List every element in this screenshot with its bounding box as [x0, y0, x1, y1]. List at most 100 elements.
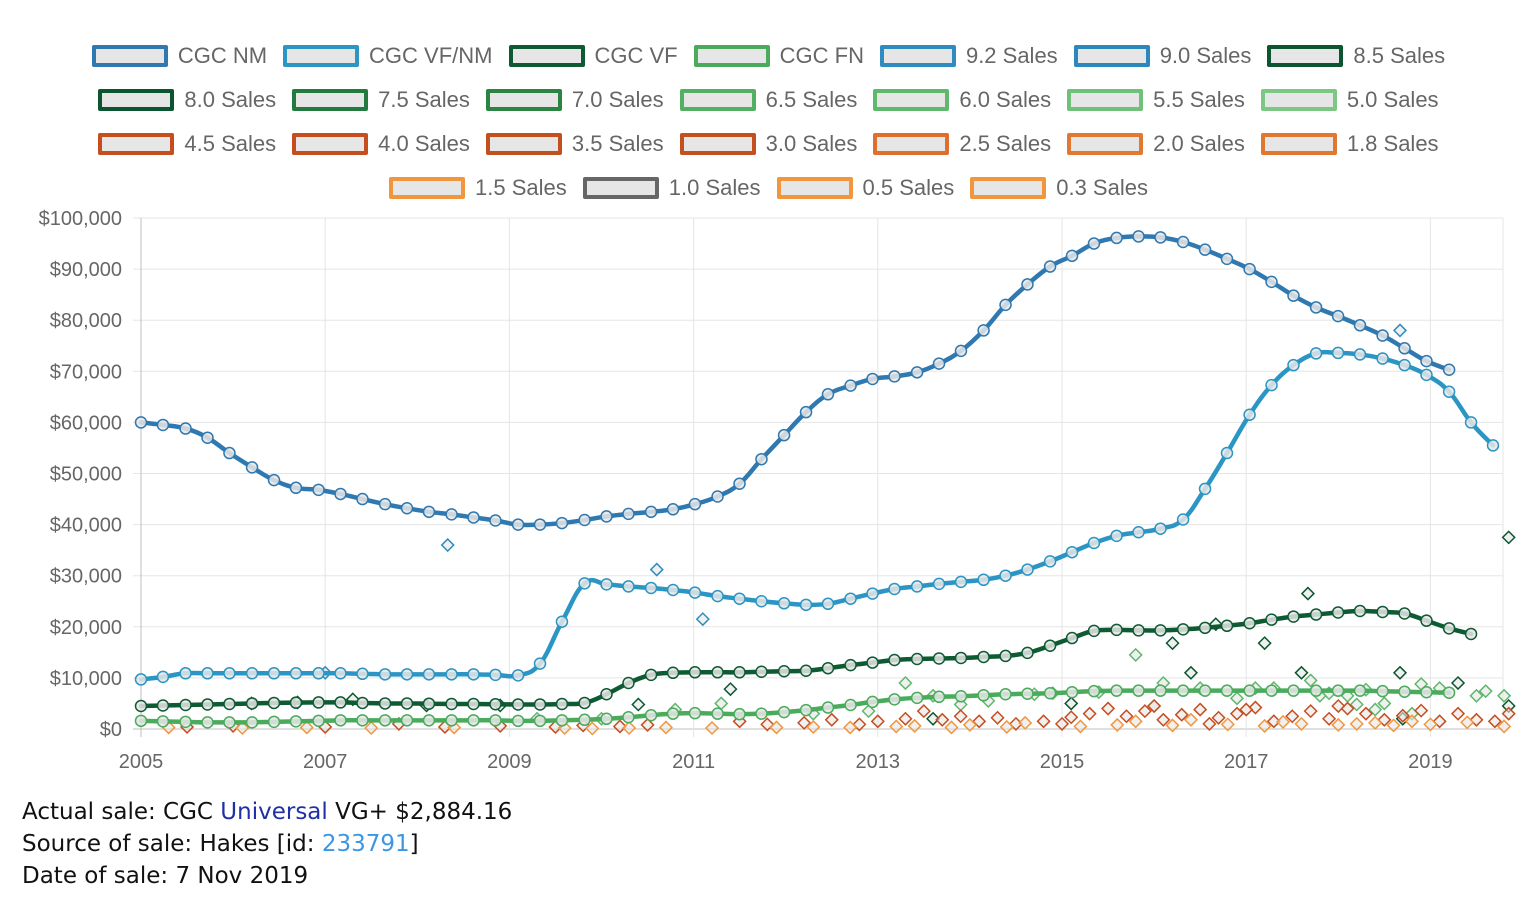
trend-point[interactable]	[334, 714, 347, 727]
trend-point[interactable]	[1464, 416, 1478, 429]
sale-point[interactable]	[1368, 702, 1383, 717]
sale-point[interactable]	[1193, 702, 1208, 717]
trend-point[interactable]	[356, 696, 369, 710]
sale-point[interactable]	[1377, 696, 1392, 711]
trend-point[interactable]	[467, 511, 480, 524]
trend-point[interactable]	[1243, 684, 1256, 697]
trend-point[interactable]	[1309, 684, 1323, 697]
sale-point[interactable]	[1392, 323, 1408, 338]
trend-point[interactable]	[1442, 385, 1456, 398]
sale-point[interactable]	[1165, 718, 1180, 733]
trend-point[interactable]	[844, 379, 857, 392]
trend-point[interactable]	[1486, 439, 1500, 452]
trend-point[interactable]	[267, 715, 281, 729]
trend-point[interactable]	[533, 518, 547, 531]
trend-point[interactable]	[578, 513, 591, 527]
trend-point[interactable]	[799, 703, 813, 717]
trend-point[interactable]	[223, 716, 236, 729]
sale-point[interactable]	[843, 720, 858, 735]
sale-point[interactable]	[649, 562, 664, 577]
trend-point[interactable]	[1353, 348, 1367, 361]
legend-item[interactable]: CGC NM	[91, 43, 267, 69]
legend-item[interactable]: CGC FN	[693, 43, 864, 69]
sale-point[interactable]	[704, 720, 720, 736]
trend-point[interactable]	[1087, 536, 1101, 550]
sale-point[interactable]	[622, 720, 637, 736]
trend-point[interactable]	[821, 701, 835, 714]
sale-point[interactable]	[1239, 702, 1254, 717]
legend-item[interactable]: CGC VF	[508, 43, 678, 69]
sale-point[interactable]	[1018, 715, 1033, 730]
trend-point[interactable]	[977, 650, 990, 664]
trend-point[interactable]	[1442, 363, 1456, 377]
sale-point[interactable]	[1248, 700, 1263, 715]
trend-point[interactable]	[711, 589, 724, 603]
sale-point[interactable]	[925, 711, 941, 726]
sale-point[interactable]	[1285, 709, 1300, 724]
trend-point[interactable]	[910, 366, 924, 379]
sale-point[interactable]	[861, 704, 876, 719]
trend-point[interactable]	[378, 668, 392, 681]
trend-point[interactable]	[1087, 684, 1101, 698]
trend-point[interactable]	[666, 666, 680, 680]
trend-point[interactable]	[445, 714, 458, 727]
trend-point[interactable]	[334, 696, 347, 709]
trend-point[interactable]	[1087, 624, 1101, 638]
trend-point[interactable]	[422, 697, 436, 710]
trend-point[interactable]	[755, 665, 768, 679]
trend-point[interactable]	[600, 578, 613, 591]
sale-point[interactable]	[1211, 710, 1226, 725]
trend-point[interactable]	[1265, 613, 1278, 626]
trend-point[interactable]	[1287, 358, 1300, 372]
sale-point[interactable]	[1054, 716, 1070, 731]
sale-point[interactable]	[962, 717, 977, 732]
trend-point[interactable]	[1376, 605, 1389, 619]
legend-item[interactable]: 2.5 Sales	[873, 131, 1051, 157]
trend-point[interactable]	[1376, 329, 1389, 342]
sale-point[interactable]	[1202, 716, 1217, 731]
trend-point[interactable]	[622, 710, 635, 724]
trend-point[interactable]	[866, 656, 879, 669]
sale-point[interactable]	[1395, 708, 1410, 723]
trend-point[interactable]	[1176, 623, 1190, 636]
sale-point[interactable]	[1487, 714, 1502, 729]
trend-point[interactable]	[179, 422, 192, 435]
legend-item[interactable]: 5.5 Sales	[1067, 87, 1245, 113]
trend-point[interactable]	[223, 697, 236, 711]
trend-point[interactable]	[666, 707, 680, 720]
sale-point[interactable]	[1322, 711, 1337, 726]
trend-point[interactable]	[844, 658, 857, 672]
trend-point[interactable]	[555, 697, 569, 711]
sale-point[interactable]	[1478, 684, 1493, 699]
trend-point[interactable]	[1420, 354, 1433, 368]
trend-point[interactable]	[999, 569, 1012, 582]
trend-point[interactable]	[156, 670, 170, 684]
trend-point[interactable]	[378, 697, 392, 710]
trend-point[interactable]	[223, 667, 236, 680]
trend-point[interactable]	[445, 668, 458, 681]
trend-point[interactable]	[223, 446, 236, 460]
trend-point[interactable]	[1309, 347, 1323, 360]
sale-point[interactable]	[1229, 706, 1245, 721]
trend-point[interactable]	[489, 668, 502, 682]
trend-point[interactable]	[245, 697, 259, 710]
trend-point[interactable]	[799, 598, 813, 612]
trend-point[interactable]	[666, 503, 680, 516]
legend-item[interactable]: 6.0 Sales	[873, 87, 1051, 113]
trend-point[interactable]	[755, 707, 768, 720]
legend-item[interactable]: 5.0 Sales	[1260, 87, 1439, 113]
trend-point[interactable]	[866, 372, 879, 386]
sale-point[interactable]	[1128, 647, 1143, 662]
trend-point[interactable]	[932, 652, 946, 665]
sale-point[interactable]	[1110, 717, 1125, 732]
trend-point[interactable]	[1154, 684, 1167, 697]
trend-point[interactable]	[312, 483, 325, 497]
trend-point[interactable]	[511, 698, 525, 711]
trend-point[interactable]	[1331, 606, 1345, 619]
trend-point[interactable]	[888, 370, 901, 383]
trend-point[interactable]	[711, 707, 724, 720]
sale-point[interactable]	[1368, 715, 1383, 730]
trend-point[interactable]	[201, 431, 214, 444]
sale-point[interactable]	[1275, 714, 1291, 729]
trend-point[interactable]	[511, 518, 525, 531]
